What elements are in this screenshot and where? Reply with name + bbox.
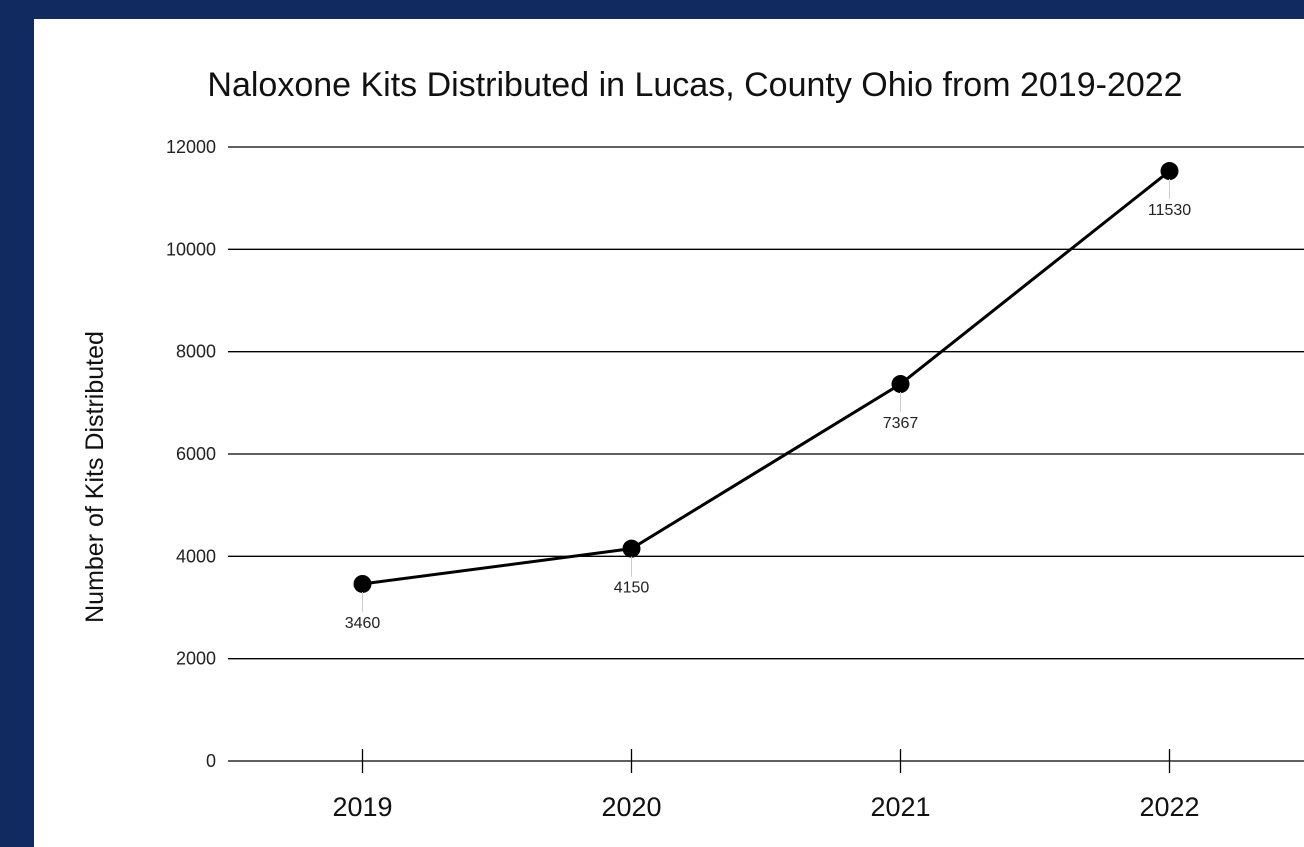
x-tick-label: 2022 [1139,792,1199,822]
x-tick-label: 2021 [870,792,930,822]
axes: 0 2000 4000 6000 8000 10000 12000 2019 2020 2021 2… [166,137,1200,822]
chart-card: Naloxone Kits Distributed in Lucas, Coun… [34,19,1304,847]
y-tick-label: 6000 [176,444,216,464]
y-axis-label: Number of Kits Distributed [81,331,109,623]
y-tick-label: 10000 [166,239,216,259]
data-label: 4150 [614,580,650,597]
y-tick-label: 0 [206,751,216,771]
data-label: 3460 [345,615,381,632]
data-point [1160,162,1179,181]
series-line [353,162,1179,593]
y-tick-label: 4000 [176,546,216,566]
y-tick-label: 8000 [176,342,216,362]
data-point [622,539,641,558]
gridlines [228,146,1304,762]
x-tick-label: 2020 [601,792,661,822]
data-label: 7367 [883,415,919,432]
series-line-path [362,169,1171,586]
line-chart: Naloxone Kits Distributed in Lucas, Coun… [81,66,1304,822]
chart-title: Naloxone Kits Distributed in Lucas, Coun… [207,66,1182,104]
x-tick-label: 2019 [332,792,392,822]
data-labels: 3460 4150 7367 11530 [345,179,1191,632]
y-tick-label: 12000 [166,137,216,157]
data-point [891,375,910,394]
data-label: 11530 [1148,202,1191,219]
data-point [353,574,372,593]
y-tick-label: 2000 [176,649,216,669]
